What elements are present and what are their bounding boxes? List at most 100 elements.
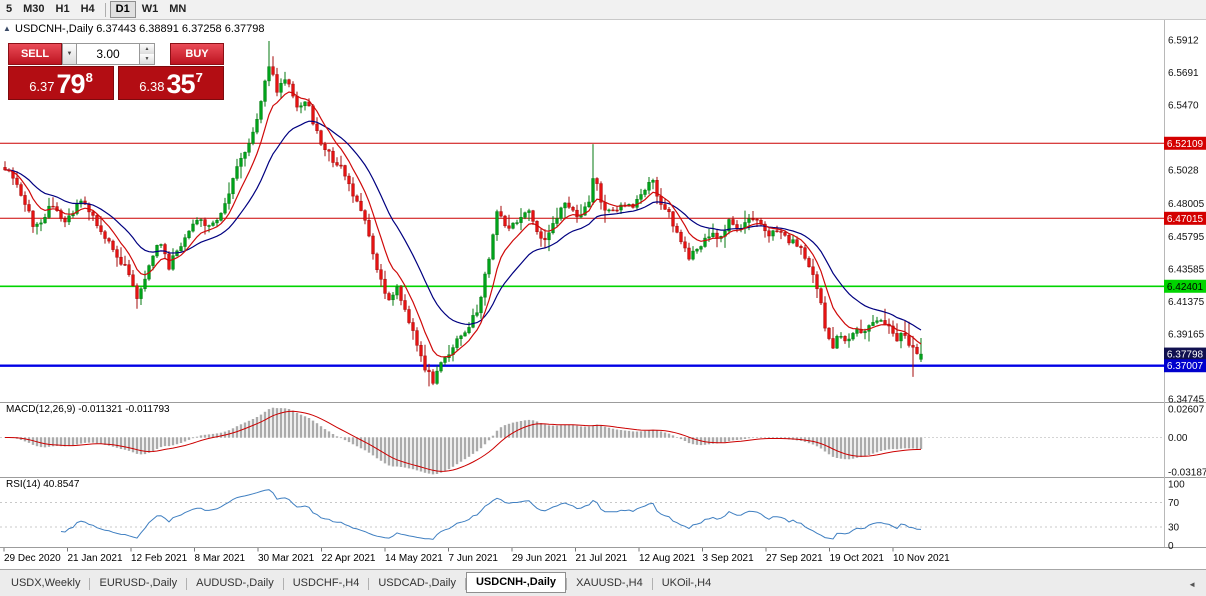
- rsi-line: [60, 489, 922, 540]
- volume-down-icon[interactable]: ▼: [140, 54, 154, 64]
- svg-text:6.41375: 6.41375: [1168, 297, 1205, 308]
- horizontal-price-lines[interactable]: [0, 142, 1164, 367]
- svg-text:6.47015: 6.47015: [1167, 214, 1204, 225]
- svg-text:22 Apr 2021: 22 Apr 2021: [322, 553, 376, 564]
- tab-separator: [566, 578, 568, 590]
- volume-up-icon[interactable]: ▲: [140, 44, 154, 54]
- svg-text:0.00: 0.00: [1168, 433, 1188, 444]
- buy-button[interactable]: BUY: [170, 43, 224, 65]
- macd-name: MACD(12,26,9): [6, 404, 76, 415]
- period-button-mn[interactable]: MN: [169, 3, 187, 15]
- macd-histogram: [11, 407, 923, 475]
- sell-price-big-digits: 79: [56, 69, 86, 99]
- svg-text:27 Sep 2021: 27 Sep 2021: [766, 553, 823, 564]
- buy-price-pip-digit: 7: [195, 70, 203, 85]
- trade-panel-controls-row: SELL ▼ ▲ ▼ BUY: [8, 43, 224, 65]
- macd-axis: 0.02607 0.00 -0.03187: [1168, 405, 1206, 479]
- svg-text:3 Sep 2021: 3 Sep 2021: [703, 553, 755, 564]
- svg-text:14 May 2021: 14 May 2021: [385, 553, 443, 564]
- tab-separator: [368, 578, 370, 590]
- one-click-trading-panel: SELL ▼ ▲ ▼ BUY 6.37 79 8 6.38 35 7: [8, 43, 224, 100]
- svg-text:70: 70: [1168, 498, 1180, 509]
- svg-text:6.5028: 6.5028: [1168, 166, 1199, 177]
- period-button-w1[interactable]: W1: [141, 3, 159, 15]
- svg-text:6.37798: 6.37798: [1167, 350, 1204, 361]
- svg-text:19 Oct 2021: 19 Oct 2021: [830, 553, 885, 564]
- svg-text:6.39165: 6.39165: [1168, 329, 1205, 340]
- candlestick-series: [3, 41, 923, 387]
- chart-tab-usdchf-h4[interactable]: USDCHF-,H4: [292, 577, 360, 589]
- period-button-m30[interactable]: M30: [23, 3, 45, 15]
- sell-button[interactable]: SELL: [8, 43, 62, 65]
- chart-tabbar: USDX,Weekly EURUSD-,Daily AUDUSD-,Daily USD…: [0, 569, 1206, 596]
- rsi-indicator-label: RSI(14) 40.8547: [6, 479, 79, 490]
- toolbar-separator: [104, 2, 106, 17]
- svg-text:6.37007: 6.37007: [1167, 361, 1204, 372]
- svg-text:30: 30: [1168, 523, 1180, 534]
- volume-stepper[interactable]: ▲ ▼: [140, 43, 155, 65]
- chart-tab-usdx-weekly[interactable]: USDX,Weekly: [11, 577, 81, 589]
- macd-values: -0.011321 -0.011793: [78, 404, 170, 415]
- svg-text:6.43585: 6.43585: [1168, 264, 1205, 275]
- svg-text:12 Feb 2021: 12 Feb 2021: [131, 553, 188, 564]
- timeframe-toolbar: 5 M30 H1 H4 D1 W1 MN: [0, 0, 1206, 20]
- one-click-panel-collapse-icon[interactable]: ▲: [3, 24, 11, 33]
- chart-tab-audusd-daily[interactable]: AUDUSD-,Daily: [196, 577, 274, 589]
- rsi-name: RSI(14): [6, 479, 41, 490]
- svg-text:0: 0: [1168, 541, 1174, 552]
- svg-text:10 Nov 2021: 10 Nov 2021: [893, 553, 950, 564]
- tab-separator: [464, 578, 466, 590]
- trade-panel-spacer: [155, 43, 170, 65]
- price-axis: 6.5912 6.5691 6.5470 6.5028 6.48005 6.45795 6.…: [1168, 36, 1205, 406]
- date-axis[interactable]: 29 Dec 2020 21 Jan 2021 12 Feb 2021 8 Mar 2…: [3, 548, 950, 564]
- buy-price-display[interactable]: 6.38 35 7: [118, 66, 224, 100]
- macd-indicator-label: MACD(12,26,9) -0.011321 -0.011793: [6, 404, 170, 415]
- svg-text:8 Mar 2021: 8 Mar 2021: [195, 553, 246, 564]
- svg-text:6.52109: 6.52109: [1167, 139, 1204, 150]
- svg-text:29 Jun 2021: 29 Jun 2021: [512, 553, 567, 564]
- macd-signal-line: [5, 410, 922, 472]
- svg-text:21 Jul 2021: 21 Jul 2021: [576, 553, 628, 564]
- svg-text:12 Aug 2021: 12 Aug 2021: [639, 553, 696, 564]
- svg-text:6.42401: 6.42401: [1167, 282, 1204, 293]
- chart-tab-usdcnh-daily[interactable]: USDCNH-,Daily: [465, 572, 567, 593]
- svg-text:6.45795: 6.45795: [1168, 232, 1205, 243]
- tab-scroll-left-icon[interactable]: ◄: [1188, 580, 1196, 589]
- svg-text:7 Jun 2021: 7 Jun 2021: [449, 553, 499, 564]
- tab-separator: [651, 578, 653, 590]
- svg-text:6.34745: 6.34745: [1168, 395, 1205, 406]
- svg-text:100: 100: [1168, 480, 1185, 491]
- svg-text:6.5691: 6.5691: [1168, 68, 1199, 79]
- svg-text:6.48005: 6.48005: [1168, 199, 1205, 210]
- tab-separator: [89, 578, 91, 590]
- chart-tab-ukoil-h4[interactable]: UKOil-,H4: [661, 577, 712, 589]
- volume-dropdown-icon[interactable]: ▼: [62, 43, 77, 65]
- svg-text:6.5470: 6.5470: [1168, 101, 1199, 112]
- chart-tab-xauusd-h4[interactable]: XAUUSD-,H4: [576, 577, 643, 589]
- period-button-h4[interactable]: H4: [80, 3, 95, 15]
- trade-panel-prices-row: 6.37 79 8 6.38 35 7: [8, 66, 224, 100]
- svg-text:-0.03187: -0.03187: [1168, 468, 1206, 479]
- tab-separator: [282, 578, 284, 590]
- chart-tab-eurusd-daily[interactable]: EURUSD-,Daily: [99, 577, 178, 589]
- chart-ohlc-title: USDCNH-,Daily 6.37443 6.38891 6.37258 6.…: [15, 23, 265, 35]
- rsi-axis: 100 70 30 0: [1168, 480, 1185, 553]
- svg-text:29 Dec 2020: 29 Dec 2020: [4, 553, 61, 564]
- pane-separators: [0, 20, 1206, 548]
- tab-separator: [186, 578, 188, 590]
- sell-price-prefix: 6.37: [29, 79, 55, 94]
- period-button-5[interactable]: 5: [6, 3, 13, 15]
- chart-tab-usdcad-daily[interactable]: USDCAD-,Daily: [378, 577, 456, 589]
- volume-input[interactable]: [77, 43, 140, 65]
- svg-text:0.02607: 0.02607: [1168, 405, 1205, 416]
- buy-price-prefix: 6.38: [139, 79, 165, 94]
- sell-price-display[interactable]: 6.37 79 8: [8, 66, 114, 100]
- period-button-d1[interactable]: D1: [109, 1, 136, 18]
- period-button-h1[interactable]: H1: [55, 3, 70, 15]
- svg-text:21 Jan 2021: 21 Jan 2021: [68, 553, 123, 564]
- svg-text:30 Mar 2021: 30 Mar 2021: [258, 553, 315, 564]
- buy-price-big-digits: 35: [166, 69, 196, 99]
